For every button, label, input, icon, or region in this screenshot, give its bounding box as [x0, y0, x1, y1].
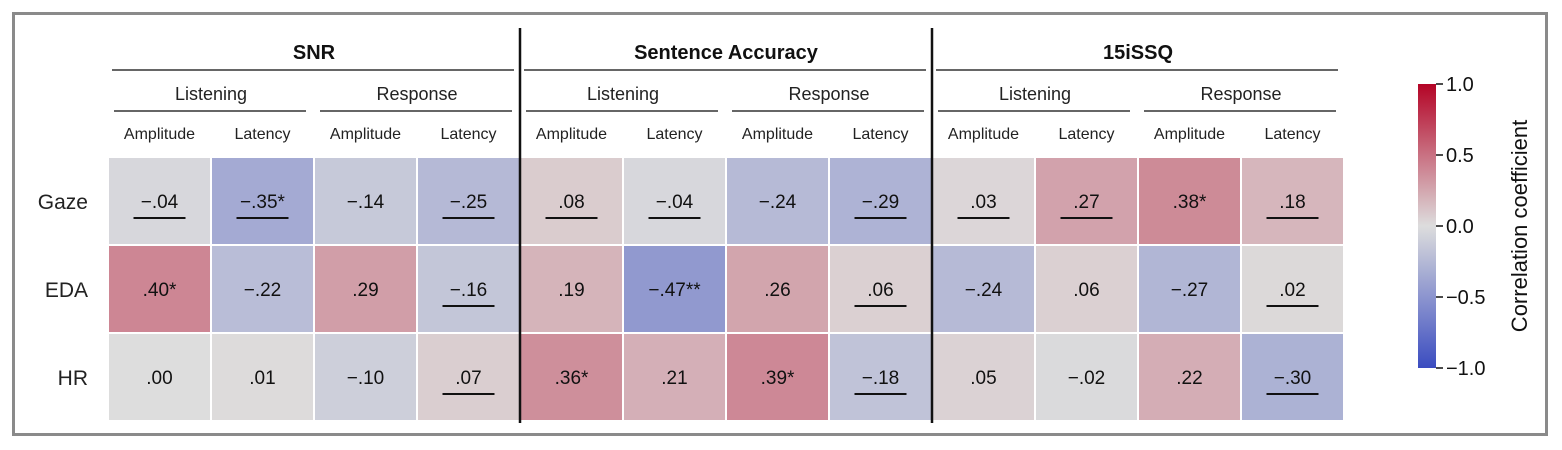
cell-value-label: .39* [761, 368, 795, 389]
cell-value-label: −.24 [965, 280, 1003, 301]
group-header: 15iSSQ [1103, 42, 1173, 64]
heatmap-cell [931, 332, 1036, 422]
cell-value-label: −.29 [862, 192, 900, 213]
heatmap-cell [519, 244, 624, 334]
colorbar-tick-label: 0.5 [1446, 145, 1474, 167]
phase-header: Response [788, 84, 869, 104]
colorbar-tick-label: −0.5 [1446, 287, 1485, 309]
heatmap-cell [1240, 332, 1345, 422]
cell-value-label: .29 [352, 280, 378, 301]
measure-header: Latency [852, 126, 908, 143]
heatmap-cell [725, 244, 830, 334]
cell-value-label: .40* [143, 280, 177, 301]
cell-value-label: .26 [764, 280, 790, 301]
heatmap-cell [828, 332, 933, 422]
heatmap-cell [1137, 244, 1242, 334]
cell-value-label: −.14 [347, 192, 385, 213]
cell-value-label: .36* [555, 368, 589, 389]
cell-value-label: .19 [558, 280, 584, 301]
heatmap-cell [931, 244, 1036, 334]
cell-value-label: .02 [1279, 280, 1305, 301]
cell-value-label: .18 [1279, 192, 1305, 213]
row-label: HR [58, 367, 88, 390]
measure-header: Latency [440, 126, 496, 143]
cell-value-label: .03 [970, 192, 996, 213]
cell-value-label: .07 [455, 368, 481, 389]
cell-value-label: .21 [661, 368, 687, 389]
heatmap-cell [828, 244, 933, 334]
measure-header: Latency [1264, 126, 1320, 143]
heatmap-cell [210, 244, 315, 334]
heatmap-cell [210, 332, 315, 422]
cell-value-label: .27 [1073, 192, 1099, 213]
phase-header: Listening [587, 84, 659, 104]
phase-header: Listening [999, 84, 1071, 104]
cell-value-label: .06 [1073, 280, 1099, 301]
heatmap-cell [828, 156, 933, 246]
heatmap-cell [107, 156, 212, 246]
heatmap-cell [1034, 332, 1139, 422]
measure-header: Latency [646, 126, 702, 143]
colorbar-tick-label: 0.0 [1446, 216, 1474, 238]
cell-value-label: −.24 [759, 192, 797, 213]
heatmap-cell [622, 244, 727, 334]
cell-value-label: .08 [558, 192, 584, 213]
colorbar [1418, 84, 1436, 368]
group-header: SNR [293, 42, 336, 64]
heatmap-cell [725, 332, 830, 422]
cell-value-label: .22 [1176, 368, 1202, 389]
cell-value-label: −.25 [450, 192, 488, 213]
colorbar-tick-label: −1.0 [1446, 358, 1485, 380]
phase-header: Response [376, 84, 457, 104]
cell-value-label: −.02 [1068, 368, 1106, 389]
phase-header: Response [1200, 84, 1281, 104]
cell-value-label: .01 [249, 368, 275, 389]
heatmap-cell [622, 332, 727, 422]
heatmap-cell [313, 244, 418, 334]
heatmap-cell [1034, 156, 1139, 246]
phase-header: Listening [175, 84, 247, 104]
cell-value-label: −.30 [1274, 368, 1312, 389]
heatmap-cell [107, 332, 212, 422]
heatmap-cell [1034, 244, 1139, 334]
cell-value-label: −.27 [1171, 280, 1209, 301]
cell-value-label: .05 [970, 368, 996, 389]
row-label: Gaze [38, 191, 88, 214]
cell-value-label: .38* [1173, 192, 1207, 213]
cell-value-label: −.18 [862, 368, 900, 389]
heatmap-cell [931, 156, 1036, 246]
measure-header: Amplitude [536, 126, 607, 143]
group-header: Sentence Accuracy [634, 42, 819, 64]
measure-header: Latency [234, 126, 290, 143]
cell-value-label: −.47** [648, 280, 701, 301]
heatmap-cell [416, 332, 521, 422]
cell-value-label: −.35* [240, 192, 286, 213]
row-label: EDA [45, 279, 88, 302]
cell-value-label: −.04 [141, 192, 179, 213]
cell-value-label: .06 [867, 280, 893, 301]
measure-header: Amplitude [330, 126, 401, 143]
measure-header: Amplitude [1154, 126, 1225, 143]
measure-header: Amplitude [948, 126, 1019, 143]
colorbar-label: Correlation coefficient [1507, 120, 1532, 332]
heatmap-cell [313, 156, 418, 246]
cell-value-label: −.10 [347, 368, 385, 389]
measure-header: Amplitude [742, 126, 813, 143]
cell-value-label: −.16 [450, 280, 488, 301]
measure-header: Amplitude [124, 126, 195, 143]
heatmap-cell [416, 244, 521, 334]
measure-header: Latency [1058, 126, 1114, 143]
colorbar-tick-label: 1.0 [1446, 74, 1474, 96]
cell-value-label: −.22 [244, 280, 282, 301]
cell-value-label: −.04 [656, 192, 694, 213]
cell-value-label: .00 [146, 368, 172, 389]
